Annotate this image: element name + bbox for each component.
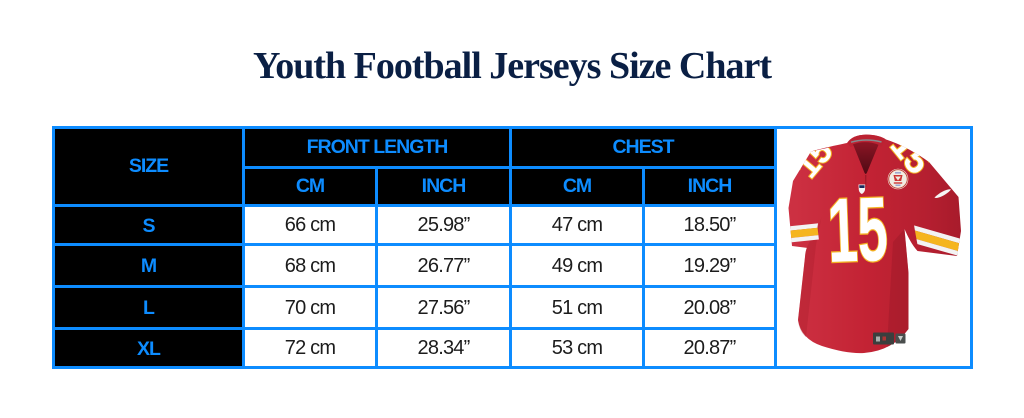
svg-text:15: 15 xyxy=(826,179,889,282)
